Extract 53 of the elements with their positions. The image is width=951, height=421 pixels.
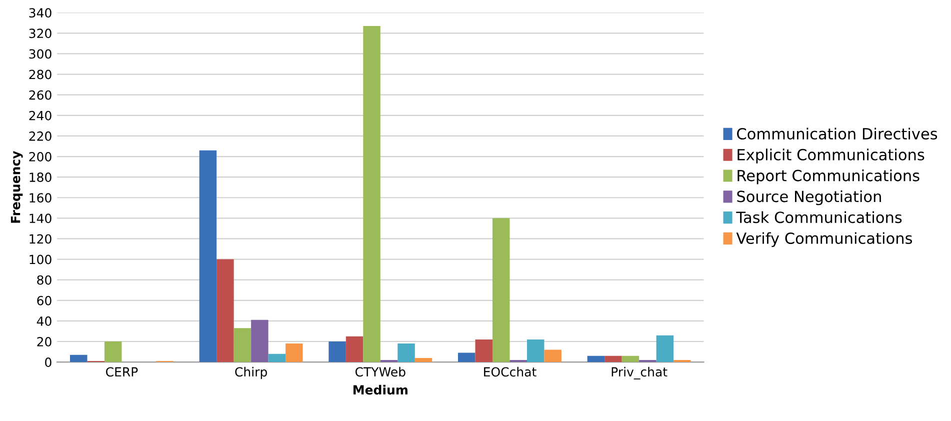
y-tick-label: 280 bbox=[29, 70, 52, 80]
bar bbox=[216, 259, 234, 362]
y-tick-label: 60 bbox=[37, 296, 52, 306]
bar bbox=[286, 344, 303, 362]
legend-label: Source Negotiation bbox=[737, 190, 881, 206]
bar bbox=[526, 339, 544, 362]
y-tick-label: 20 bbox=[37, 336, 52, 346]
bar bbox=[475, 339, 492, 362]
y-tick-label: 120 bbox=[30, 234, 52, 244]
y-tick-label: 240 bbox=[29, 110, 52, 120]
y-tick-label: 100 bbox=[30, 254, 52, 264]
bar bbox=[414, 358, 432, 362]
bar bbox=[544, 350, 562, 362]
y-tick-label: 260 bbox=[29, 90, 52, 100]
y-tick-label: 320 bbox=[29, 28, 52, 38]
bar bbox=[328, 342, 346, 362]
bar bbox=[104, 342, 122, 362]
x-axis-title: Medium bbox=[354, 384, 408, 395]
bar bbox=[268, 354, 286, 362]
bar bbox=[234, 328, 252, 362]
x-tick-label: Priv_chat bbox=[612, 366, 668, 380]
legend-label: Task Communications bbox=[736, 211, 902, 224]
y-tick-label: 300 bbox=[29, 49, 52, 59]
x-tick-label: CERP bbox=[106, 367, 138, 377]
bar bbox=[622, 356, 640, 362]
bar bbox=[458, 352, 476, 362]
y-tick-label: 340 bbox=[29, 8, 52, 18]
legend-label: Explicit Communications bbox=[738, 148, 924, 164]
y-tick-label: 40 bbox=[36, 316, 52, 326]
y-tick-label: 140 bbox=[30, 214, 52, 224]
y-tick-label: 200 bbox=[29, 152, 52, 162]
legend-label: Verify Communications bbox=[736, 232, 912, 247]
legend-label: Communication Directives bbox=[737, 128, 938, 140]
bar bbox=[587, 356, 605, 362]
bar bbox=[363, 26, 380, 362]
x-tick-label: EOCchat bbox=[484, 366, 536, 377]
y-tick-label: 80 bbox=[37, 275, 52, 285]
x-tick-label: Chirp bbox=[235, 366, 267, 380]
y-tick-label: 220 bbox=[29, 131, 52, 141]
bar bbox=[70, 354, 88, 362]
bar bbox=[604, 356, 622, 362]
y-axis-title: Frequency bbox=[10, 150, 23, 223]
bar bbox=[251, 320, 268, 362]
bar bbox=[656, 335, 674, 362]
y-tick-label: 160 bbox=[30, 193, 52, 203]
y-tick-label: 180 bbox=[30, 172, 52, 182]
y-tick-label: 0 bbox=[45, 358, 52, 367]
x-tick-label: CTYWeb bbox=[355, 366, 406, 377]
bar bbox=[398, 344, 415, 362]
bar bbox=[346, 336, 364, 362]
legend-label: Report Communications bbox=[738, 170, 920, 184]
bar bbox=[492, 218, 510, 362]
bar bbox=[199, 150, 217, 362]
